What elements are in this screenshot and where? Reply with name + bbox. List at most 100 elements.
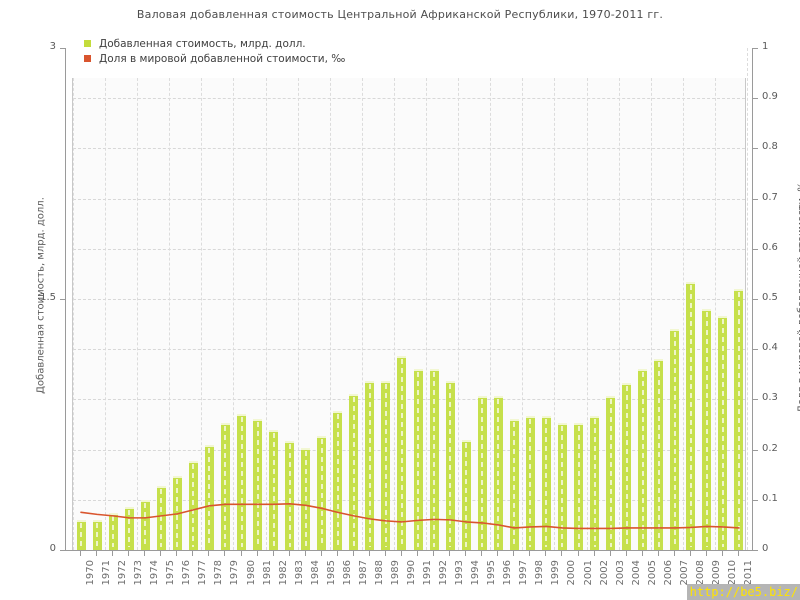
gridline-vertical — [586, 48, 588, 550]
bar-stripe — [176, 479, 179, 547]
bar-1973[interactable] — [124, 506, 134, 550]
x-tick — [80, 550, 82, 556]
bar-1993[interactable] — [445, 381, 455, 550]
gridline-vertical — [554, 48, 556, 550]
bar-1981[interactable] — [253, 419, 263, 550]
bar-1988[interactable] — [365, 381, 375, 550]
x-tick — [320, 550, 322, 556]
x-tick — [625, 550, 627, 556]
x-tick-label-2011: 2011 — [742, 560, 754, 586]
bar-1982[interactable] — [269, 429, 279, 550]
y-tick-left — [60, 299, 66, 300]
gridline-vertical — [650, 48, 652, 550]
bar-1985[interactable] — [317, 436, 327, 550]
bar-1996[interactable] — [493, 396, 503, 550]
y-tick-right — [752, 148, 758, 150]
x-tick — [208, 550, 210, 556]
bar-2001[interactable] — [574, 422, 583, 550]
bar-1978[interactable] — [204, 444, 214, 550]
bar-stripe — [593, 419, 596, 547]
bar-1998[interactable] — [525, 416, 535, 550]
bar-1999[interactable] — [541, 416, 551, 550]
bar-cap — [525, 416, 535, 419]
bar-stripe — [513, 422, 516, 547]
bar-1971[interactable] — [92, 519, 102, 550]
bar-cap — [285, 441, 295, 444]
bar-2008[interactable] — [686, 282, 696, 550]
gridline-vertical — [393, 48, 395, 550]
bar-cap — [429, 369, 439, 372]
gridline-horizontal — [73, 499, 745, 501]
bar-cap — [590, 416, 600, 419]
bar-cap — [397, 355, 407, 358]
chart-legend: Добавленная стоимость, млрд. долл. Доля … — [84, 36, 345, 66]
gridline-vertical — [714, 48, 716, 550]
x-tick — [545, 550, 547, 556]
y-tick-label-right: 0.5 — [762, 292, 778, 303]
y-axis-right-title: Доля в мировой добавленной стоимости, ‰ — [796, 178, 800, 413]
bar-1987[interactable] — [349, 394, 359, 550]
bar-2010[interactable] — [718, 315, 728, 550]
bar-cap — [509, 419, 519, 422]
bar-cap — [172, 476, 182, 479]
bar-1991[interactable] — [413, 369, 423, 550]
bar-1974[interactable] — [140, 499, 150, 550]
bar-1972[interactable] — [108, 513, 118, 550]
bar-2005[interactable] — [638, 369, 648, 550]
x-tick — [112, 550, 114, 556]
bar-stripe — [481, 399, 484, 547]
bar-1989[interactable] — [381, 381, 391, 550]
x-tick — [737, 550, 739, 556]
bar-cap — [269, 429, 279, 432]
legend-item-world-share[interactable]: Доля в мировой добавленной стоимости, ‰ — [84, 51, 345, 66]
bar-2004[interactable] — [622, 382, 632, 550]
bar-1994[interactable] — [461, 439, 471, 550]
bar-cap — [461, 439, 471, 442]
bar-2007[interactable] — [670, 329, 680, 550]
bar-1997[interactable] — [509, 419, 519, 550]
x-tick — [384, 550, 386, 556]
gridline-horizontal — [73, 299, 745, 300]
bar-cap — [381, 381, 391, 383]
bar-1992[interactable] — [429, 369, 439, 550]
bar-1977[interactable] — [188, 461, 198, 550]
bar-2003[interactable] — [606, 396, 616, 550]
bar-cap — [365, 381, 375, 383]
x-tick-label-1999: 1999 — [550, 560, 562, 586]
bar-2009[interactable] — [702, 309, 712, 550]
x-tick — [256, 550, 258, 556]
bar-2006[interactable] — [654, 359, 664, 550]
x-tick-label-1976: 1976 — [181, 560, 193, 586]
x-tick — [352, 550, 354, 556]
x-tick-label-1982: 1982 — [277, 560, 289, 586]
bar-1970[interactable] — [76, 519, 86, 550]
x-tick-label-1977: 1977 — [197, 560, 209, 586]
legend-item-value-added[interactable]: Добавленная стоимость, млрд. долл. — [84, 36, 345, 51]
bar-cap — [734, 288, 744, 291]
bar-stripe — [160, 489, 163, 547]
bar-1984[interactable] — [301, 447, 311, 550]
bar-stripe — [737, 291, 740, 547]
x-tick — [497, 550, 499, 556]
bar-2000[interactable] — [557, 422, 567, 550]
x-tick — [609, 550, 611, 556]
bar-2002[interactable] — [590, 416, 600, 550]
bar-1976[interactable] — [172, 476, 182, 550]
bar-2011[interactable] — [734, 288, 744, 550]
bar-1979[interactable] — [220, 422, 230, 550]
bar-1975[interactable] — [156, 486, 166, 550]
y-tick-left — [60, 550, 66, 551]
bar-1990[interactable] — [397, 355, 407, 550]
y-tick-label-left: 1.5 — [40, 292, 56, 303]
x-tick — [160, 550, 162, 556]
chart-title: Валовая добавленная стоимость Центрально… — [136, 8, 664, 21]
bar-cap — [317, 436, 327, 439]
bar-1986[interactable] — [333, 411, 343, 550]
x-tick-label-2001: 2001 — [582, 560, 594, 586]
bar-1995[interactable] — [477, 396, 487, 550]
watermark-link[interactable]: http://be5.biz/ — [686, 584, 800, 600]
legend-label-world-share: Доля в мировой добавленной стоимости, ‰ — [99, 52, 346, 65]
bar-1983[interactable] — [285, 441, 295, 550]
x-tick — [272, 550, 274, 556]
bar-1980[interactable] — [237, 414, 246, 550]
